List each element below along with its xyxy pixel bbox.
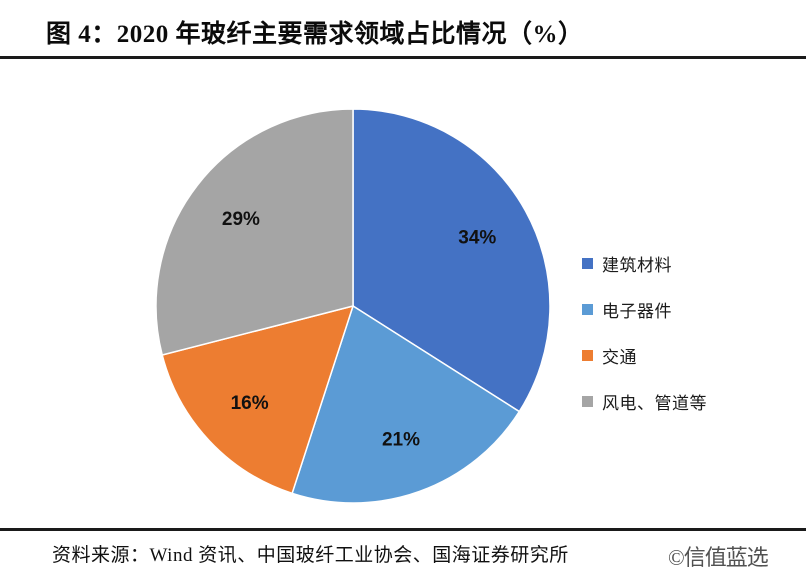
legend-item-fengdianguandaodeng[interactable]: 风电、管道等	[582, 378, 772, 424]
pie-slice[interactable]	[291, 304, 521, 504]
pie-slice[interactable]	[352, 108, 551, 413]
pie-slice-label: 21%	[382, 430, 420, 451]
legend-item-jianzhucailiao[interactable]: 建筑材料	[582, 240, 772, 286]
pie-slice-label: 34%	[458, 228, 496, 249]
chart-area: 34% 21% 16% 29% 建筑材料 电子器件 交通 风电、管道等	[0, 60, 806, 528]
pie-slice-group	[155, 108, 551, 504]
legend-swatch-icon	[582, 395, 593, 407]
legend-swatch-icon	[582, 303, 593, 315]
legend-swatch-icon	[582, 349, 593, 361]
title-divider	[0, 56, 806, 59]
pie-slice[interactable]	[155, 108, 354, 356]
legend-item-jiaotong[interactable]: 交通	[582, 332, 772, 378]
legend-item-dianziqijian[interactable]: 电子器件	[582, 286, 772, 332]
legend-item-label: 建筑材料	[602, 255, 672, 275]
footer-divider	[0, 528, 806, 531]
page-title: 图 4：2020 年玻纤主要需求领域占比情况（%）	[46, 21, 584, 48]
legend: 建筑材料 电子器件 交通 风电、管道等	[582, 240, 772, 424]
pie-label-group: 34% 21% 16% 29%	[222, 209, 497, 450]
legend-item-label: 风电、管道等	[602, 393, 707, 413]
pie-slice[interactable]	[161, 304, 355, 495]
pie-slice-label: 16%	[231, 393, 269, 414]
source-note: 资料来源：Wind 资讯、中国玻纤工业协会、国海证券研究所	[52, 545, 569, 566]
legend-item-label: 电子器件	[602, 301, 672, 321]
pie-chart-svg: 34% 21% 16% 29%	[155, 108, 551, 504]
legend-item-label: 交通	[602, 347, 637, 367]
legend-swatch-icon	[582, 257, 593, 269]
pie-slice-label: 29%	[222, 209, 260, 230]
pie-chart: 34% 21% 16% 29%	[155, 108, 551, 504]
